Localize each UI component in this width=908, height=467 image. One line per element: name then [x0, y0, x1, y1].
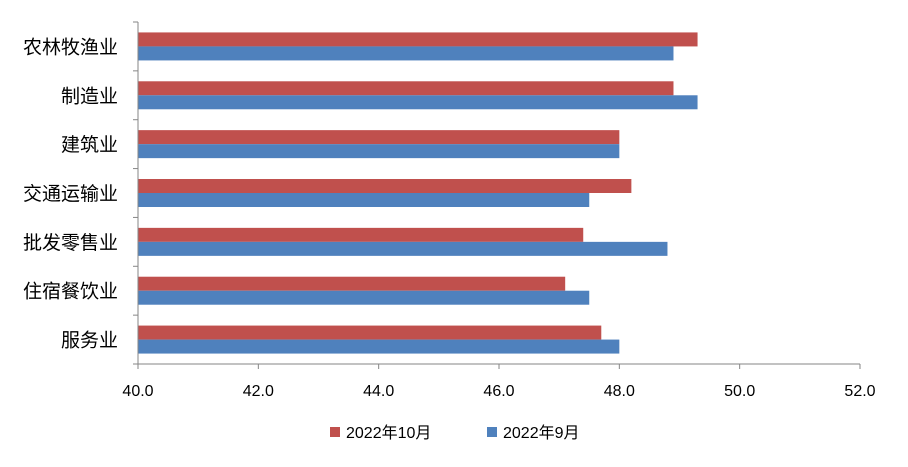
bars-group [138, 32, 698, 354]
legend: 2022年10月 2022年9月 [330, 424, 580, 442]
bar-sep-1 [138, 95, 698, 110]
category-label: 农林牧渔业 [23, 36, 118, 58]
legend-label-sep: 2022年9月 [503, 424, 580, 442]
category-label: 服务业 [61, 330, 118, 352]
bar-sep-6 [138, 339, 620, 354]
legend-swatch-sep [487, 427, 497, 437]
legend-swatch-oct [330, 427, 340, 437]
bar-sep-0 [138, 46, 674, 61]
bar-sep-3 [138, 193, 590, 207]
bar-oct-3 [138, 179, 632, 193]
x-tick-label: 40.0 [122, 383, 153, 400]
bar-sep-2 [138, 144, 620, 159]
x-tick-label: 52.0 [844, 383, 875, 400]
legend-label-oct: 2022年10月 [346, 424, 431, 442]
x-tick-label: 48.0 [604, 383, 635, 400]
x-tick-label: 50.0 [724, 383, 755, 400]
category-label: 制造业 [61, 85, 118, 107]
category-label: 住宿餐饮业 [23, 281, 118, 303]
x-tick-label: 46.0 [483, 383, 514, 400]
bar-sep-4 [138, 241, 668, 256]
bar-oct-0 [138, 32, 698, 47]
x-tick-labels: 40.0 42.0 44.0 46.0 48.0 50.0 52.0 [122, 364, 876, 400]
category-label: 交通运输业 [23, 183, 118, 205]
category-label: 批发零售业 [23, 232, 118, 254]
bar-oct-5 [138, 276, 566, 291]
bar-sep-5 [138, 290, 590, 305]
bar-oct-1 [138, 81, 674, 96]
x-tick-label: 42.0 [243, 383, 274, 400]
x-tick-label: 44.0 [363, 383, 394, 400]
category-label: 建筑业 [61, 134, 118, 156]
bar-oct-2 [138, 130, 620, 145]
bar-oct-6 [138, 325, 602, 340]
bar-oct-4 [138, 227, 584, 242]
